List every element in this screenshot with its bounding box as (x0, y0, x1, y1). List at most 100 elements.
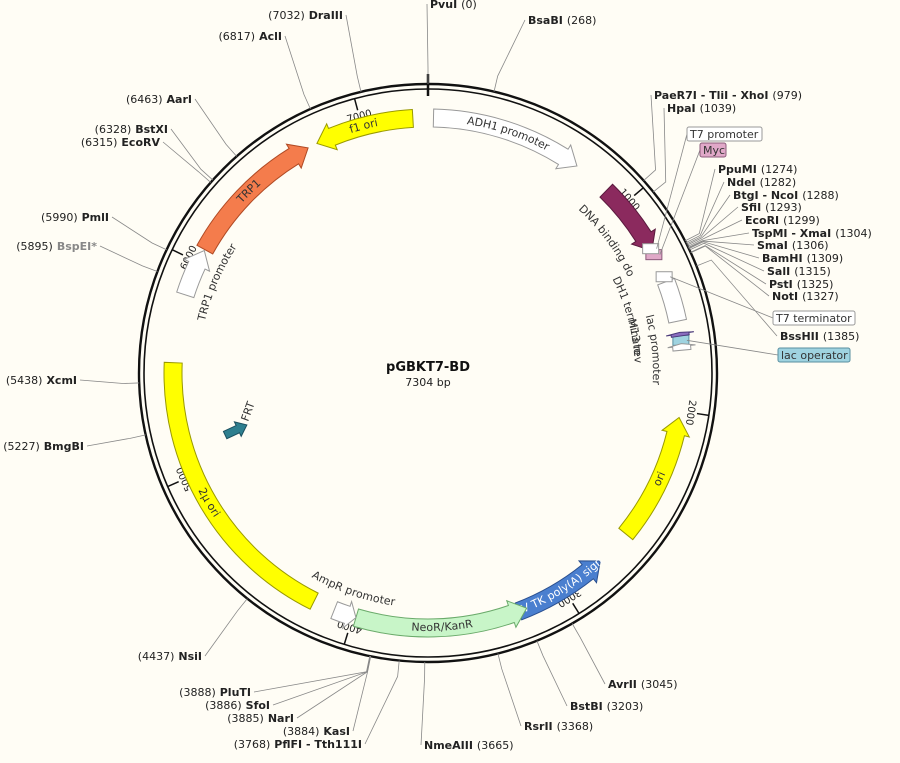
site-leader-line (426, 3, 429, 84)
site-psti[interactable]: PstI (1325) (769, 278, 833, 291)
site-draiii[interactable]: (7032) DraIII (268, 9, 343, 22)
site-acli[interactable]: (6817) AclI (219, 30, 282, 43)
site-pluti[interactable]: (3888) PluTI (179, 686, 251, 699)
site-sfii[interactable]: SfiI (1293) (741, 201, 802, 214)
site-pmli[interactable]: (5990) PmlI (41, 211, 109, 224)
site-noti[interactable]: NotI (1327) (772, 290, 839, 303)
site-position: (6328) (95, 123, 132, 136)
site-avrii[interactable]: AvrII (3045) (608, 678, 677, 691)
site-name: BmgBI (44, 440, 84, 453)
site-position: (1315) (794, 265, 831, 278)
site-rsrii[interactable]: RsrII (3368) (524, 720, 593, 733)
center-label: pGBKT7-BD 7304 bp (386, 360, 470, 389)
feature-label-m13-rev: M13 rev (625, 318, 645, 364)
site-name: EcoRV (121, 136, 160, 149)
site-kasi[interactable]: (3884) KasI (283, 725, 350, 738)
site-pflfi-tth111i[interactable]: (3768) PflFI - Tth111I (234, 738, 362, 751)
site-bstxi[interactable]: (6328) BstXI (95, 123, 168, 136)
site-ndei[interactable]: NdeI (1282) (727, 176, 796, 189)
site-leader-line (162, 141, 211, 183)
site-hpai[interactable]: HpaI (1039) (667, 102, 736, 115)
feature-ori (618, 416, 691, 541)
site-name: PstI (769, 278, 793, 291)
site-leader-line (571, 623, 606, 685)
feature-box-t7-terminator (772, 310, 856, 326)
feature-leader-line (686, 339, 779, 356)
site-leader-line (194, 98, 237, 157)
site-leader-line (111, 216, 167, 251)
site-name: AclI (259, 30, 282, 43)
site-position: (0) (461, 0, 477, 11)
site-bspei[interactable]: (5895) BspEI* (16, 240, 97, 253)
site-leader-line (653, 107, 667, 193)
site-bsshii[interactable]: BssHII (1385) (780, 330, 859, 343)
site-name: BstXI (135, 123, 168, 136)
site-position: (3045) (641, 678, 678, 691)
site-position: (1327) (802, 290, 839, 303)
site-name: BsaBI (528, 14, 563, 27)
site-name: PvuI (430, 0, 457, 11)
site-leader-line (686, 194, 731, 245)
site-position: (3203) (607, 700, 644, 713)
site-name: RsrII (524, 720, 553, 733)
site-leader-line (688, 241, 760, 259)
site-position: (3768) (234, 738, 271, 751)
feature-box-label: T7 promoter (689, 128, 759, 141)
site-pvui[interactable]: PvuI (0) (430, 0, 477, 11)
site-bamhi[interactable]: BamHI (1309) (762, 252, 843, 265)
feature-box-lac-operator (777, 347, 851, 363)
site-ecori[interactable]: EcoRI (1299) (745, 214, 820, 227)
site-position: (1282) (760, 176, 797, 189)
site-leader-line (536, 640, 568, 707)
site-position: (5227) (3, 440, 40, 453)
site-leader-line (86, 434, 146, 447)
site-position: (1288) (802, 189, 839, 202)
feature-t7-promoter (642, 243, 660, 255)
site-position: (3888) (179, 686, 216, 699)
feature-box-myc (699, 142, 727, 158)
site-nmeaiii[interactable]: NmeAIII (3665) (424, 739, 514, 752)
feature-f1-ori (316, 108, 414, 151)
site-leader-line (690, 245, 767, 285)
site-nari[interactable]: (3885) NarI (227, 712, 294, 725)
site-position: (268) (567, 14, 597, 27)
site-position: (6315) (81, 136, 118, 149)
site-name: AvrII (608, 678, 637, 691)
site-bstbi[interactable]: BstBI (3203) (570, 700, 643, 713)
plasmid-name: pGBKT7-BD (386, 360, 470, 375)
plasmid-size: 7304 bp (405, 376, 450, 389)
site-leader-line (79, 379, 140, 384)
site-name: BtgI - NcoI (733, 189, 798, 202)
site-tspmi-xmai[interactable]: TspMI - XmaI (1304) (752, 227, 872, 240)
site-paer7i-tlii-xhoi[interactable]: PaeR7I - TliI - XhoI (979) (654, 89, 802, 102)
site-name: SfiI (741, 201, 761, 214)
feature-2-ori (163, 361, 319, 610)
feature-leader-line (669, 276, 774, 319)
site-leader-line (420, 661, 426, 746)
site-xcmi[interactable]: (5438) XcmI (6, 374, 77, 387)
site-name: EcoRI (745, 214, 779, 227)
site-name: TspMI - XmaI (752, 227, 831, 240)
site-ppumi[interactable]: PpuMI (1274) (718, 163, 797, 176)
site-aari[interactable]: (6463) AarI (126, 93, 192, 106)
site-leader-line (688, 232, 750, 248)
site-name: NsiI (178, 650, 202, 663)
site-ecorv[interactable]: (6315) EcoRV (81, 136, 161, 149)
site-sali[interactable]: SalI (1315) (767, 265, 831, 278)
feature-m13-rev (666, 331, 694, 338)
site-name: BssHII (780, 330, 819, 343)
site-bmgbi[interactable]: (5227) BmgBI (3, 440, 84, 453)
site-btgi-ncoi[interactable]: BtgI - NcoI (1288) (733, 189, 839, 202)
site-name: PmlI (82, 211, 109, 224)
site-leader-line (170, 128, 214, 181)
site-smai[interactable]: SmaI (1306) (757, 239, 828, 252)
site-sfoi[interactable]: (3886) SfoI (205, 699, 270, 712)
site-name: BstBI (570, 700, 603, 713)
site-bsabi[interactable]: BsaBI (268) (528, 14, 596, 27)
tick-mark (696, 412, 709, 417)
site-nsii[interactable]: (4437) NsiI (138, 650, 202, 663)
site-leader-line (253, 655, 371, 693)
site-name: NmeAIII (424, 739, 473, 752)
site-position: (5990) (41, 211, 78, 224)
